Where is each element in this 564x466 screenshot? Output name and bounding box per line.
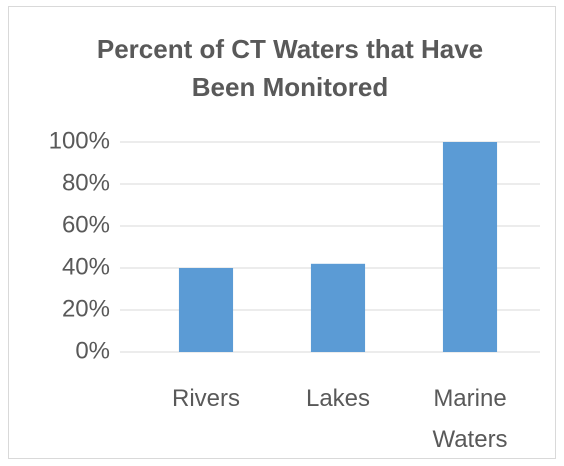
x-tick-label: Rivers [171,385,240,412]
y-tick-label: 80% [62,169,110,196]
chart-border [8,6,556,459]
y-tick-label: 100% [49,127,110,154]
bar [310,263,366,352]
chart-title: Percent of CT Waters that Have Been Moni… [96,34,484,102]
bar [178,268,234,352]
y-tick-label: 40% [62,253,110,280]
y-tick-label: 20% [62,295,110,322]
bar [442,142,498,352]
x-tick-label: Marine Waters [432,385,508,453]
y-tick-label: 0% [75,337,110,364]
x-tick-label: Lakes [305,385,371,412]
y-tick-label: 60% [62,211,110,238]
